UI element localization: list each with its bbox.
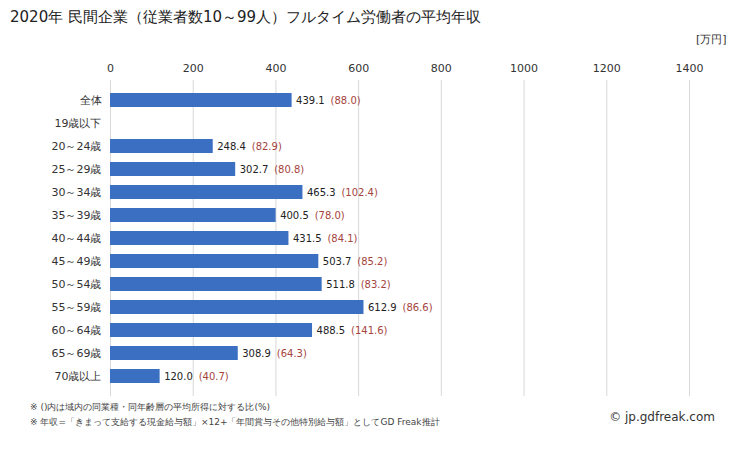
- svg-text:(64.3): (64.3): [277, 348, 307, 359]
- svg-text:(86.6): (86.6): [402, 302, 432, 313]
- svg-text:40～44歳: 40～44歳: [52, 232, 102, 245]
- svg-text:511.8: 511.8: [326, 279, 355, 290]
- svg-text:439.1: 439.1: [296, 95, 325, 106]
- svg-text:[万円]: [万円]: [696, 33, 727, 46]
- html-text:© jp.gdfreak.com: © jp.gdfreak.com: [609, 410, 715, 424]
- svg-text:0: 0: [107, 62, 114, 75]
- svg-text:200: 200: [183, 62, 204, 75]
- svg-text:(78.0): (78.0): [315, 210, 345, 221]
- svg-text:20～24歳: 20～24歳: [52, 140, 102, 153]
- svg-text:55～59歳: 55～59歳: [52, 301, 102, 314]
- html-text:※ ()内は域内の同業種・同年齢層の平均所得に対する比(%): ※ ()内は域内の同業種・同年齢層の平均所得に対する比(%): [30, 402, 270, 412]
- svg-text:(88.0): (88.0): [331, 95, 361, 106]
- svg-text:45～49歳: 45～49歳: [52, 255, 102, 268]
- svg-text:120.0: 120.0: [164, 371, 193, 382]
- svg-text:19歳以下: 19歳以下: [55, 117, 102, 130]
- svg-text:(85.2): (85.2): [357, 256, 387, 267]
- svg-text:(83.2): (83.2): [361, 279, 391, 290]
- svg-text:302.7: 302.7: [240, 164, 269, 175]
- svg-text:全体: 全体: [80, 94, 102, 107]
- html-text:2020年 民間企業（従業者数10～99人）フルタイム労働者: 2020年 民間企業（従業者数10～99人）フルタイム労働者の平均年収: [10, 8, 482, 26]
- svg-text:65～69歳: 65～69歳: [52, 347, 102, 360]
- svg-text:400.5: 400.5: [280, 210, 309, 221]
- svg-text:800: 800: [431, 62, 452, 75]
- svg-text:(102.4): (102.4): [341, 187, 378, 198]
- svg-text:1000: 1000: [510, 62, 538, 75]
- svg-text:(80.8): (80.8): [274, 164, 304, 175]
- svg-text:503.7: 503.7: [323, 256, 352, 267]
- svg-text:(84.1): (84.1): [327, 233, 357, 244]
- svg-text:431.5: 431.5: [293, 233, 322, 244]
- svg-text:50～54歳: 50～54歳: [52, 278, 102, 291]
- svg-text:60～64歳: 60～64歳: [52, 324, 102, 337]
- svg-text:600: 600: [348, 62, 369, 75]
- svg-text:248.4: 248.4: [217, 141, 246, 152]
- svg-text:488.5: 488.5: [317, 325, 346, 336]
- svg-text:612.9: 612.9: [368, 302, 397, 313]
- svg-text:30～34歳: 30～34歳: [52, 186, 102, 199]
- svg-text:(82.9): (82.9): [252, 141, 282, 152]
- svg-text:35～39歳: 35～39歳: [52, 209, 102, 222]
- svg-text:308.9: 308.9: [242, 348, 271, 359]
- html-text:※ 年収=「きまって支給する現金給与額」×12+「年間賞与そ: ※ 年収=「きまって支給する現金給与額」×12+「年間賞与その他特別給与額」とし…: [30, 417, 440, 427]
- svg-text:(40.7): (40.7): [199, 371, 229, 382]
- svg-text:70歳以上: 70歳以上: [55, 370, 102, 383]
- svg-text:1200: 1200: [593, 62, 621, 75]
- svg-text:465.3: 465.3: [307, 187, 336, 198]
- svg-text:25～29歳: 25～29歳: [52, 163, 102, 176]
- svg-text:1400: 1400: [676, 62, 704, 75]
- svg-text:400: 400: [265, 62, 286, 75]
- svg-text:(141.6): (141.6): [351, 325, 388, 336]
